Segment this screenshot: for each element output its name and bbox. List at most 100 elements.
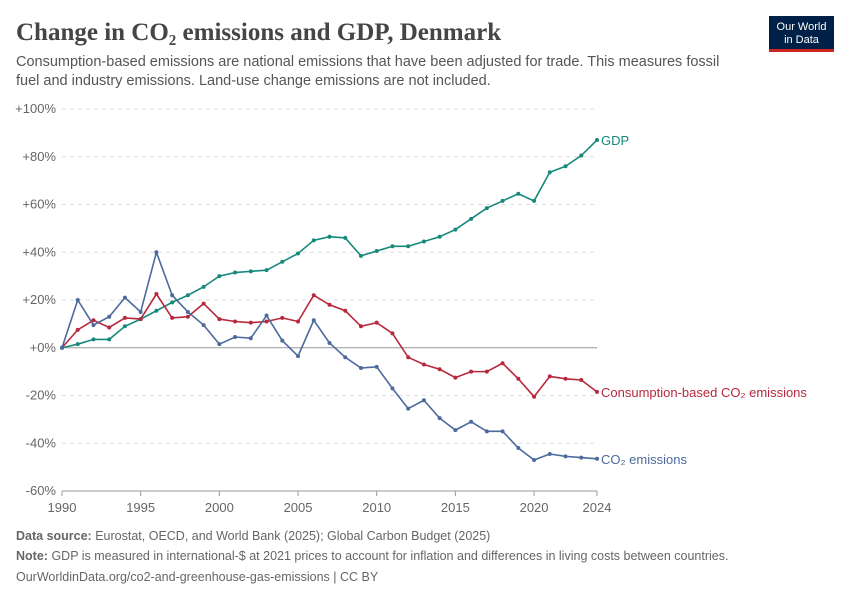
data-point [532,457,537,462]
data-point [75,298,80,302]
data-point [107,325,112,330]
y-tick-label: +100% [15,101,56,116]
data-point [595,138,599,143]
data-point [264,319,269,324]
chart-title: Change in CO₂ emissions and GDP, Denmark [16,19,501,46]
data-point [154,250,159,255]
x-tick-label: 2005 [284,500,313,515]
data-point [421,362,426,367]
data-point [327,302,332,307]
data-point [469,419,474,424]
data-point [437,367,442,372]
data-point [296,354,301,359]
data-point [421,398,426,403]
note: Note: GDP is measured in international-$… [16,549,728,563]
data-point [75,327,80,332]
data-point [154,308,159,313]
data-point [516,446,521,451]
data-point [248,336,253,341]
data-point [500,429,505,434]
data-point [248,269,253,274]
series-label: GDP [601,133,629,148]
x-tick-label: 2020 [520,500,549,515]
data-point [201,284,206,289]
data-point [532,198,537,203]
data-point [107,314,112,319]
data-point [185,314,190,319]
data-point [453,375,458,380]
data-point [122,295,127,300]
logo-text: in Data [784,34,820,46]
data-point [500,361,505,366]
data-point [406,244,411,249]
series-line [61,249,598,461]
data-point [122,315,127,320]
y-tick-label: +0% [30,340,57,355]
data-point [170,300,175,305]
data-point [437,416,442,421]
x-tick-label: 2000 [205,500,234,515]
data-point [469,369,474,374]
y-tick-label: +40% [22,244,56,259]
data-point [374,364,379,369]
data-point [138,309,143,314]
series-label: CO₂ emissions [601,452,687,467]
source: Data source: Eurostat, OECD, and World B… [16,529,490,543]
data-point [343,308,348,313]
logo: Our World in Data [769,16,834,52]
data-point [91,323,96,328]
data-point [437,234,442,239]
data-point [233,270,238,275]
data-point [358,366,363,371]
data-point [248,320,253,325]
data-point [343,355,348,360]
data-point [595,389,599,394]
subtitle: Consumption-based emissions are national… [16,54,719,70]
series-line [61,292,598,398]
data-point [579,377,584,382]
data-point [185,293,190,298]
data-point [201,323,206,328]
data-point [595,456,599,461]
data-point [453,428,458,433]
data-point [311,318,316,323]
data-point [296,251,301,256]
data-point [563,376,568,381]
data-point [280,338,285,343]
data-point [547,374,552,379]
x-tick-label: 2010 [362,500,391,515]
logo-bar [769,49,834,52]
data-point [233,335,238,340]
data-point [579,455,584,460]
data-point [343,235,348,240]
note-text: GDP is measured in international-$ at 20… [51,549,728,563]
data-point [390,244,395,249]
data-point [563,164,568,169]
data-point [374,249,379,254]
url: OurWorldinData.org/co2-and-greenhouse-ga… [16,570,379,584]
y-tick-label: -60% [26,483,57,498]
x-tick-label: 2024 [583,500,612,515]
logo-text: Our World [777,21,827,33]
data-point [358,253,363,258]
data-point [406,406,411,411]
y-tick-label: +60% [22,197,56,212]
data-point [185,309,190,314]
data-point [358,324,363,329]
data-point [217,342,222,347]
data-point [91,318,96,323]
data-point [170,315,175,320]
data-point [500,198,505,203]
data-point [390,331,395,336]
data-point [201,301,206,306]
data-point [532,394,537,399]
data-point [327,234,332,239]
data-point [484,429,489,434]
data-point [327,340,332,345]
y-tick-label: +20% [22,292,56,307]
data-point [516,376,521,381]
data-point [469,216,474,221]
y-tick-label: -40% [26,435,57,450]
y-tick-label: -20% [26,388,57,403]
